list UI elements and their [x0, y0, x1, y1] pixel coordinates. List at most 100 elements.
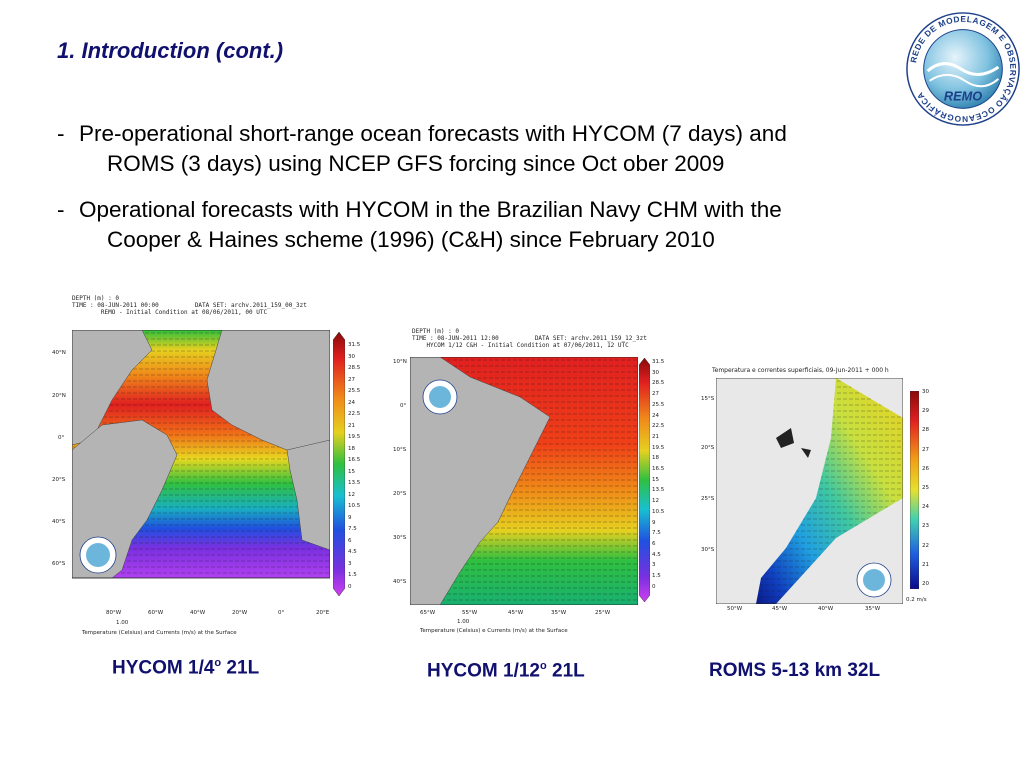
fig2-footer: Temperature (Celsius) e Currents (m/s) a… [420, 628, 568, 634]
fig2-lon-tick: 55°W [462, 610, 478, 616]
fig1-lat-tick: 40°N [52, 350, 66, 356]
colorbar-tick-label: 27 [922, 446, 929, 453]
colorbar-tick-label: 19.5 [348, 434, 361, 440]
colorbar-tick-label: 15 [348, 468, 355, 475]
colorbar-tick-label: 0 [348, 583, 352, 590]
fig2-caption-sup: o [539, 660, 547, 672]
fig3-lat-tick: 25°S [701, 496, 715, 502]
colorbar-tick-label: 10.5 [652, 508, 665, 515]
colorbar-tick-label: 9 [348, 514, 352, 521]
bullet-1-line-1: Pre-operational short-range ocean foreca… [79, 121, 787, 146]
fig1-lat-tick: 0° [58, 435, 65, 441]
fig1-caption-main: HYCOM 1/4 [112, 657, 215, 679]
colorbar-tick-label: 25.5 [652, 401, 665, 408]
colorbar-tick-label: 13.5 [348, 480, 361, 486]
colorbar-tick-label: 29 [922, 408, 929, 415]
colorbar-tick-label: 21 [922, 561, 929, 568]
fig3-lon-tick: 45°W [772, 606, 788, 612]
colorbar-tick-label: 30 [922, 389, 929, 395]
bullet-dash: - [57, 121, 65, 146]
colorbar-tick-label: 6 [652, 540, 656, 547]
colorbar-tick-label: 3 [348, 560, 352, 567]
fig1-lon-tick: 0° [278, 610, 285, 616]
fig2-caption-tail: 21L [546, 660, 585, 682]
fig3-ref-vector: 0.2 m/s [906, 597, 927, 603]
colorbar-tick-label: 26 [922, 465, 929, 472]
fig1-lon-tick: 20°E [316, 610, 330, 616]
bullet-2-line-1: Operational forecasts with HYCOM in the … [79, 197, 782, 222]
fig1-lon-tick: 40°W [190, 610, 206, 616]
colorbar-tick-label: 1.5 [652, 573, 661, 579]
fig1-caption: HYCOM 1/4o 21L [112, 657, 259, 679]
fig2-caption-main: HYCOM 1/12 [427, 660, 540, 682]
colorbar-tick-label: 9 [652, 519, 656, 526]
colorbar-tick-label: 22.5 [652, 423, 665, 430]
fig1-caption-sup: o [214, 657, 222, 669]
fig2-lat-tick: 10°S [393, 447, 407, 453]
colorbar-tick-label: 19.5 [652, 444, 665, 451]
fig1-header: DEPTH (m) : 0 TIME : 08-JUN-2011 00:00 D… [72, 295, 307, 316]
colorbar-tick-label: 0 [652, 583, 656, 590]
colorbar-tick-label: 1.5 [348, 572, 357, 578]
fig1-caption-tail: 21L [221, 657, 260, 679]
colorbar-tick-label: 13.5 [652, 487, 665, 494]
remo-logo: REDE DE MODELAGEM E OBSERVAÇÃO OCEANOGRÁ… [906, 12, 1020, 126]
fig2-lon-tick: 45°W [508, 610, 524, 616]
fig1-lat-tick: 40°S [52, 519, 66, 525]
colorbar-tick-label: 3 [652, 562, 656, 569]
fig1-lat-tick: 20°N [52, 393, 66, 399]
fig2-lat-tick: 20°S [393, 491, 407, 497]
colorbar-tick-label: 22.5 [348, 411, 361, 417]
colorbar-tick-label: 28.5 [652, 380, 665, 387]
colorbar-tick-label: 27 [348, 376, 355, 383]
fig1-lon-tick: 20°W [232, 610, 248, 616]
fig3-caption: ROMS 5-13 km 32L [709, 660, 881, 681]
fig3-lon-tick: 40°W [818, 606, 834, 612]
fig1-lat-tick: 60°S [52, 561, 66, 567]
colorbar-tick-label: 12 [652, 498, 659, 505]
colorbar-tick-label: 12 [348, 491, 355, 498]
fig1-ref-vector: 1.00 [116, 620, 129, 626]
colorbar-tick-label: 25.5 [348, 388, 361, 394]
fig2-map [410, 357, 638, 605]
fig2-lat-tick: 10°N [393, 359, 407, 365]
fig3-map [716, 378, 903, 604]
fig2-caption: HYCOM 1/12o 21L [427, 660, 585, 682]
fig2-lon-tick: 25°W [595, 610, 611, 616]
bullet-2: - Operational forecasts with HYCOM in th… [57, 195, 1007, 255]
fig3-colorbar [910, 391, 919, 589]
fig3-lat-tick: 20°S [701, 445, 715, 451]
fig2-header: DEPTH (m) : 0 TIME : 08-JUN-2011 12:00 D… [412, 328, 647, 349]
colorbar-tick-label: 30 [652, 369, 659, 376]
fig1-lon-tick: 60°W [148, 610, 164, 616]
fig3-lon-tick: 50°W [727, 606, 743, 612]
colorbar-tick-label: 4.5 [348, 549, 357, 555]
fig2-lon-tick: 65°W [420, 610, 436, 616]
colorbar-tick-label: 16.5 [348, 457, 361, 463]
colorbar-tick-label: 25 [922, 485, 929, 491]
colorbar-tick-label: 24 [348, 399, 355, 406]
colorbar-tick-label: 31.5 [348, 342, 361, 348]
colorbar-tick-label: 18 [652, 455, 659, 462]
colorbar-tick-label: 28.5 [348, 365, 361, 371]
colorbar-tick-label: 27 [652, 391, 659, 398]
logo-name: REMO [944, 88, 982, 103]
colorbar-tick-label: 23 [922, 523, 929, 530]
colorbar-tick-label: 6 [348, 537, 352, 544]
bullet-dash: - [57, 197, 65, 222]
colorbar-tick-label: 24 [652, 412, 659, 419]
colorbar-tick-label: 22 [922, 542, 929, 549]
colorbar-tick-label: 20 [922, 581, 929, 587]
fig1-lon-tick: 80°W [106, 610, 122, 616]
fig1-colorbar [333, 332, 345, 596]
fig1-lat-tick: 20°S [52, 477, 66, 483]
colorbar-tick-label: 30 [348, 353, 355, 360]
colorbar-tick-label: 28 [922, 427, 929, 434]
colorbar-tick-label: 4.5 [652, 551, 661, 558]
bullet-1: - Pre-operational short-range ocean fore… [57, 119, 1007, 179]
fig2-lon-tick: 35°W [551, 610, 567, 616]
fig3-lon-tick: 35°W [865, 606, 881, 612]
fig2-ref-vector: 1.00 [457, 619, 470, 625]
slide-title: 1. Introduction (cont.) [57, 38, 284, 63]
colorbar-tick-label: 10.5 [348, 503, 361, 509]
